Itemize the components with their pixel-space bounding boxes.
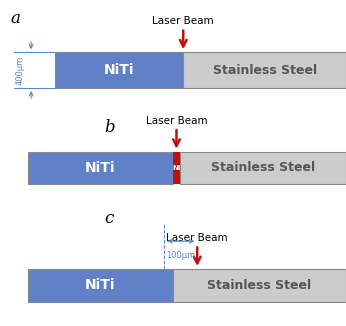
Text: Laser Beam: Laser Beam — [146, 115, 207, 126]
Bar — [173, 152, 181, 184]
Text: Laser Beam: Laser Beam — [166, 233, 228, 243]
Bar — [181, 152, 346, 184]
Text: 100μm: 100μm — [166, 251, 195, 260]
Text: a: a — [10, 10, 20, 27]
Text: b: b — [104, 119, 115, 136]
Text: NiTi: NiTi — [104, 63, 135, 77]
Text: NiTi: NiTi — [85, 278, 115, 292]
Text: c: c — [104, 210, 113, 227]
Bar — [28, 269, 173, 302]
Text: Laser Beam: Laser Beam — [153, 16, 214, 26]
Bar — [55, 52, 183, 88]
Text: NiTi: NiTi — [85, 161, 115, 175]
Text: Stainless Steel: Stainless Steel — [211, 161, 315, 174]
Text: Stainless Steel: Stainless Steel — [212, 64, 317, 77]
Bar — [28, 152, 173, 184]
Text: Ni: Ni — [172, 165, 181, 171]
Text: 400μm: 400μm — [15, 55, 24, 85]
Bar — [183, 52, 346, 88]
Text: Stainless Steel: Stainless Steel — [207, 279, 311, 292]
Bar — [173, 269, 346, 302]
